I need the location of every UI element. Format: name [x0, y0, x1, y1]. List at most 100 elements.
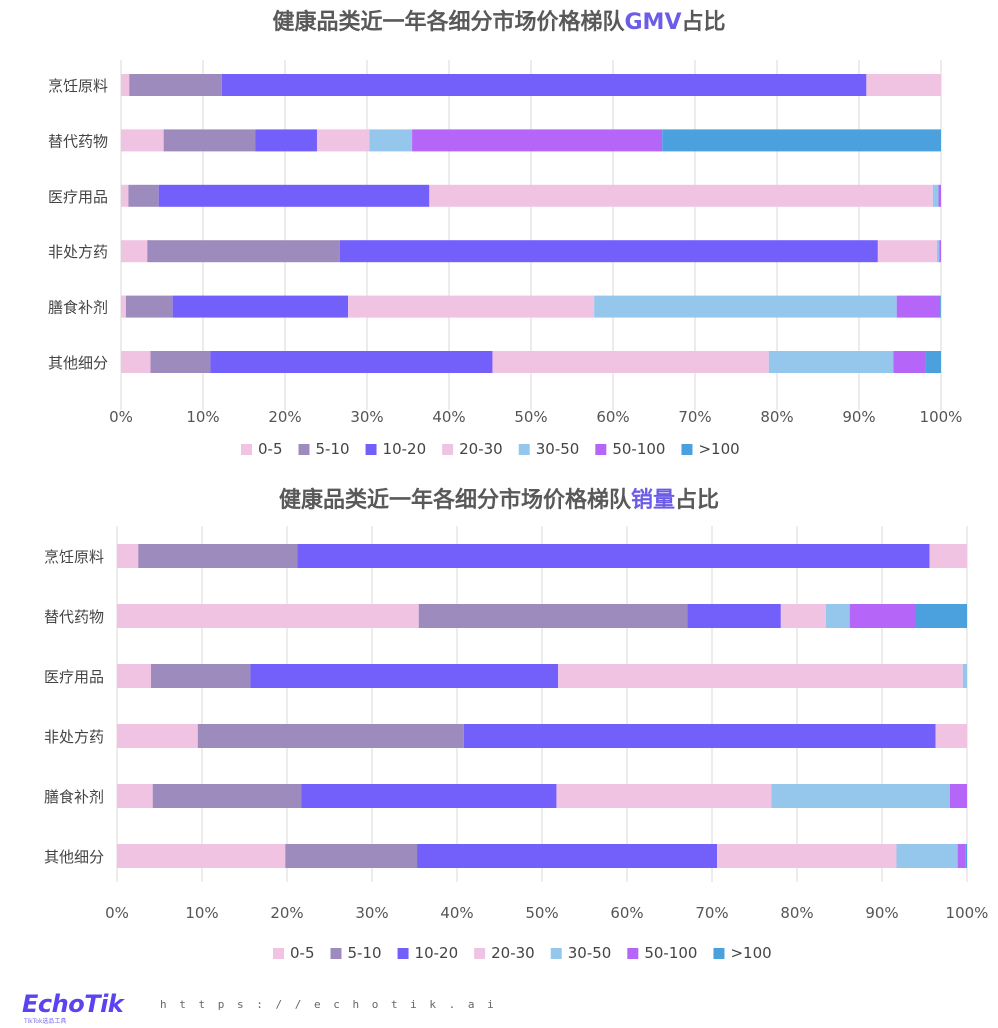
bar-segment-30-50: [936, 240, 940, 263]
bar-segment-20-30: [717, 844, 897, 868]
legend-swatch: [627, 948, 639, 959]
x-tick-label: 20%: [268, 408, 301, 426]
bar-segment-10-20: [417, 844, 718, 868]
legend-item: >100: [713, 944, 772, 962]
bar-segment-0-5: [117, 784, 153, 808]
bar-segment-5-10: [152, 784, 302, 808]
bar-segment-5-10: [129, 74, 222, 96]
bar-segment-20-30: [556, 784, 772, 808]
x-tick-label: 60%: [596, 408, 629, 426]
legend-swatch: [241, 444, 252, 455]
x-tick-label: 100%: [920, 408, 963, 426]
bar-segment-20-30: [348, 295, 595, 318]
legend-label: 20-30: [459, 440, 503, 458]
legend-item: 5-10: [330, 944, 382, 962]
bar-segment-5-10: [125, 295, 173, 318]
legend-item: 0-5: [241, 440, 283, 458]
legend-label: 50-100: [644, 944, 697, 962]
legend-swatch: [595, 444, 607, 455]
legend-item: 50-100: [627, 944, 697, 962]
category-label: 替代药物: [44, 608, 104, 626]
legend-item: 30-50: [550, 944, 611, 962]
legend-item: 20-30: [474, 944, 535, 962]
bar-segment-0-5: [117, 844, 286, 868]
bar-segment-50-100: [412, 129, 663, 152]
bar-segment-20-30: [492, 351, 769, 373]
footer-url: h t t p s : / / e c h o t i k . a i: [160, 998, 497, 1011]
category-label: 其他细分: [48, 354, 108, 372]
bar-segment-0-5: [121, 240, 148, 263]
legend-swatch: [474, 948, 486, 959]
bar-segment-20-30: [558, 664, 963, 688]
bar-segment-0-5: [121, 351, 151, 373]
bar-segment-50-100: [957, 844, 966, 868]
bar-segment-20-30: [429, 184, 933, 207]
bar-segment-5-10: [151, 664, 251, 688]
bar-segment-50-100: [849, 604, 916, 628]
chart-2-title-highlight: 销量: [630, 488, 675, 513]
bar-segment-5-10: [138, 544, 298, 568]
legend-label: 5-10: [316, 440, 350, 458]
bar-segment-5-10: [163, 129, 256, 152]
bar-segment-0-5: [121, 74, 130, 96]
bar-segment-50-100: [939, 240, 941, 263]
chart-1-title-suffix: 占比: [681, 10, 726, 35]
legend-label: 0-5: [258, 440, 283, 458]
bar-segment-0-5: [121, 184, 129, 207]
x-tick-label: 100%: [946, 904, 989, 922]
legend-swatch: [365, 444, 377, 455]
x-axis-ticks: 0% 10% 20% 30% 40% 50% 60% 70% 80% 90% 100%: [105, 904, 988, 922]
bar-segment-0-5: [117, 544, 139, 568]
grid: [116, 526, 968, 882]
x-tick-label: 80%: [760, 408, 793, 426]
bar-row: 替代药物: [44, 604, 967, 628]
legend-swatch: [273, 948, 284, 959]
legend-label: 5-10: [348, 944, 382, 962]
bar-segment-20-30: [316, 129, 370, 152]
bar-segment-20-30: [935, 724, 967, 748]
bar-row: 替代药物: [48, 129, 941, 152]
legend-item: 30-50: [518, 440, 580, 458]
x-tick-label: 40%: [440, 904, 473, 922]
bar-segment-50-100: [893, 351, 926, 373]
bar-segment-30-50: [962, 664, 967, 688]
x-tick-label: 70%: [695, 904, 728, 922]
legend-swatch: [442, 444, 454, 455]
bar-segment-5-10: [128, 184, 159, 207]
chart-1-title-highlight: GMV: [624, 10, 682, 35]
bar-segment->100: [965, 844, 967, 868]
bar-row: 烹饪原料: [48, 74, 941, 96]
bar-segment-5-10: [418, 604, 688, 628]
x-tick-label: 20%: [270, 904, 303, 922]
legend-item: 20-30: [442, 440, 503, 458]
legend-swatch: [713, 948, 725, 959]
category-label: 烹饪原料: [48, 77, 108, 95]
bar-segment-20-30: [929, 544, 967, 568]
chart-2-title: 健康品类近一年各细分市场价格梯队销量占比: [0, 482, 998, 514]
legend-label: 30-50: [536, 440, 580, 458]
x-tick-label: 90%: [865, 904, 898, 922]
bar-segment-10-20: [255, 129, 317, 152]
legend: 0-5 5-10 10-20 20-30 30-50 50-100 >100: [273, 944, 772, 962]
bar-segment-5-10: [197, 724, 464, 748]
bar-segment-10-20: [158, 184, 430, 207]
bar-row: 非处方药: [44, 724, 967, 748]
bar-segment-30-50: [768, 351, 894, 373]
bar-segment-5-10: [150, 351, 211, 373]
legend-swatch: [550, 948, 562, 959]
legend-label: >100: [698, 440, 739, 458]
x-tick-label: 70%: [678, 408, 711, 426]
chart-1-title-prefix: 健康品类近一年各细分市场价格梯队: [272, 10, 625, 35]
x-axis-ticks: 0% 10% 20% 30% 40% 50% 60% 70% 80% 90% 100%: [109, 408, 962, 426]
bar-segment-20-30: [866, 74, 941, 96]
x-tick-label: 50%: [525, 904, 558, 922]
legend-label: 50-100: [612, 440, 665, 458]
legend-label: 10-20: [383, 440, 427, 458]
bar-segment->100: [940, 295, 941, 318]
x-tick-label: 30%: [350, 408, 383, 426]
bar-segment-0-5: [121, 129, 164, 152]
bar-segment-0-5: [121, 295, 126, 318]
x-tick-label: 10%: [185, 904, 218, 922]
